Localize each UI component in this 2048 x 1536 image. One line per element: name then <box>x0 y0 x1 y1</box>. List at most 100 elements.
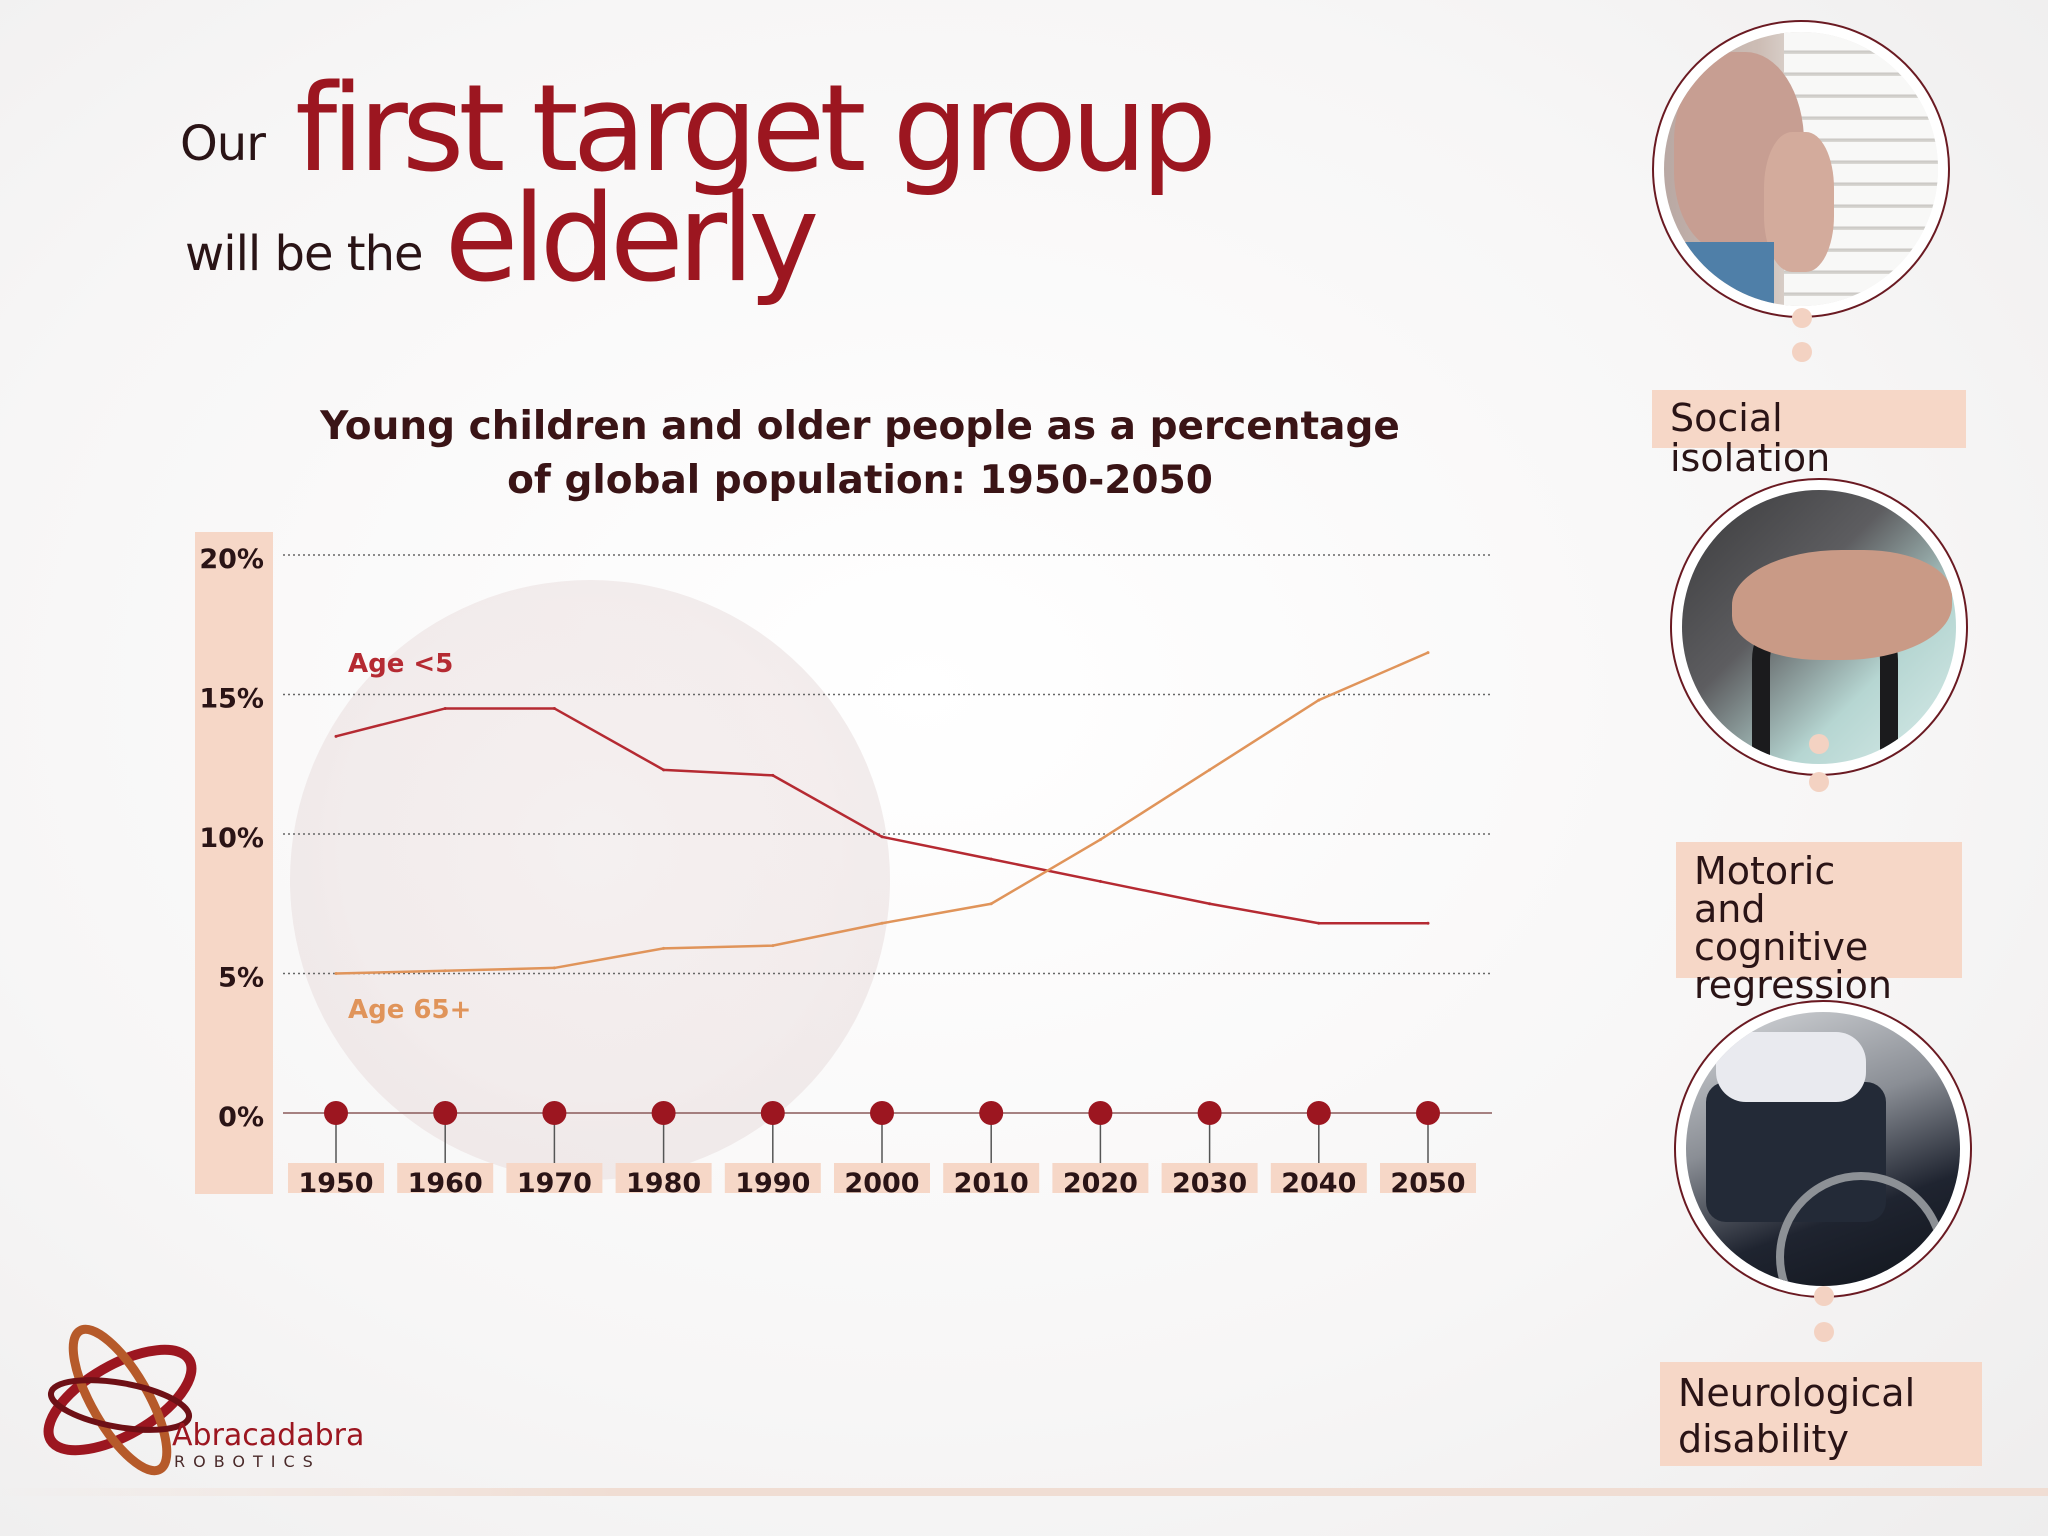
chart-title-line-2: of global population: 1950-2050 <box>507 458 1213 503</box>
data-point <box>443 969 447 973</box>
headline-elderly: elderly <box>444 170 820 309</box>
x-tick-label-bg <box>834 1163 930 1193</box>
series-label: Age 65+ <box>348 995 471 1025</box>
x-tick-label-bg <box>943 1163 1040 1193</box>
y-tick-label: 0% <box>218 1102 264 1133</box>
y-tick-label: 10% <box>199 823 264 854</box>
hands-shape <box>1732 550 1952 660</box>
sleeve-shape <box>1684 242 1774 306</box>
x-tick-label-bg <box>1270 1163 1367 1193</box>
x-tick-label: 1980 <box>626 1168 701 1199</box>
data-point <box>1098 838 1102 842</box>
x-tick-marker <box>1197 1101 1222 1125</box>
wheelchair-photo <box>1686 1012 1960 1286</box>
series-label: Age <5 <box>348 649 453 679</box>
x-tick-label: 2040 <box>1281 1168 1356 1199</box>
data-point <box>771 773 775 777</box>
data-point <box>989 902 993 906</box>
neurological-text-line-2: disability <box>1678 1417 1849 1461</box>
y-tick-labels: 0% 5% 10% 15% 20% <box>199 544 264 1133</box>
chart-title-line-1: Young children and older people as a per… <box>320 404 1400 449</box>
data-point <box>880 921 884 925</box>
hand-shape <box>1764 132 1834 272</box>
x-tick-label: 1950 <box>298 1168 373 1199</box>
x-tick-label-bg <box>288 1163 384 1193</box>
data-point <box>989 857 993 861</box>
data-point <box>662 768 666 772</box>
x-tick-label: 1970 <box>517 1168 592 1199</box>
motoric-text-line-1: Motoric <box>1694 849 1836 893</box>
x-tick-marker <box>979 1101 1004 1125</box>
data-point <box>443 706 447 710</box>
data-point <box>1426 921 1430 925</box>
x-tick-label-bg <box>1380 1163 1476 1193</box>
headline-line-2: will be the elderly <box>180 170 820 309</box>
logo-name: Abracadabra <box>172 1418 365 1453</box>
x-tick-marker <box>870 1101 894 1125</box>
data-point <box>1317 921 1321 925</box>
neurological-text-line-1: Neurological <box>1678 1371 1916 1415</box>
logo-ring-2 <box>68 1324 172 1476</box>
y-tick-label: 5% <box>218 963 264 994</box>
connector-dot <box>1814 1286 1834 1306</box>
data-point <box>880 835 884 839</box>
chart-title: Young children and older people as a per… <box>260 400 1460 508</box>
x-tick-label: 2050 <box>1390 1168 1465 1199</box>
motoric-text-line-2: and cognitive <box>1694 887 1869 969</box>
data-point <box>1426 651 1430 655</box>
data-point <box>1098 879 1102 883</box>
x-tick-label-bg <box>1052 1163 1149 1193</box>
motoric-label: Motoric and cognitive regression <box>1676 842 1962 1004</box>
data-point <box>1317 698 1321 702</box>
motoric-text-line-3: regression <box>1694 963 1892 1007</box>
x-tick-label: 1960 <box>408 1168 483 1199</box>
social-isolation-label: Social isolation <box>1652 390 1966 478</box>
abracadabra-logo-mark <box>43 1324 197 1476</box>
bottom-rule <box>0 1488 2048 1496</box>
data-point <box>334 734 338 738</box>
series-labels: Age <5 Age 65+ <box>348 649 471 1025</box>
neurological-label: Neurological disability <box>1660 1362 1982 1466</box>
data-point <box>662 946 666 950</box>
connector-dot <box>1809 772 1829 792</box>
data-point <box>334 972 338 975</box>
connector-dot <box>1792 342 1812 362</box>
logo-tagline: ROBOTICS <box>174 1452 321 1471</box>
y-axis-band <box>195 532 273 1194</box>
headline-first-target-group: first target group <box>294 60 1217 199</box>
x-tick-marker <box>1306 1101 1331 1125</box>
headline-will-be-the: will be the <box>185 226 424 282</box>
data-point <box>1208 902 1212 906</box>
x-tick-label: 2020 <box>1063 1168 1138 1199</box>
x-tick-marker <box>324 1101 348 1125</box>
elderly-woman-photo <box>1664 32 1938 306</box>
x-tick-marker <box>542 1101 567 1125</box>
grid-lines <box>283 554 1492 975</box>
y-tick-label: 15% <box>199 684 264 715</box>
headline-line-1: Our first target group <box>180 60 1217 199</box>
social-isolation-text: Social isolation <box>1670 396 1831 480</box>
data-point <box>552 966 556 970</box>
x-tick-label-bg <box>1161 1163 1258 1193</box>
connector-dot <box>1814 1322 1834 1342</box>
data-point <box>1208 768 1212 772</box>
x-tick-label-bg <box>397 1163 494 1193</box>
blanket-shape <box>1716 1032 1866 1102</box>
data-point <box>552 706 556 710</box>
x-tick-marker <box>1088 1101 1113 1125</box>
x-axis: 1950 1960 1970 1980 1990 2000 2010 2020 2030 2040… <box>283 1101 1492 1199</box>
x-tick-label-bg <box>724 1163 821 1193</box>
logo-ring-3 <box>47 1377 193 1433</box>
x-tick-label: 2000 <box>844 1168 919 1199</box>
x-tick-label-bg <box>506 1163 603 1193</box>
connector-dot <box>1809 734 1829 754</box>
series-lines <box>334 651 1430 975</box>
hands-on-cane-photo <box>1682 490 1956 764</box>
x-tick-marker <box>1416 1101 1440 1125</box>
x-tick-marker <box>651 1101 676 1125</box>
headline-our: Our <box>180 116 266 172</box>
x-tick-label-bg <box>615 1163 712 1193</box>
connector-dot <box>1792 308 1812 328</box>
globe-background <box>290 580 890 1180</box>
